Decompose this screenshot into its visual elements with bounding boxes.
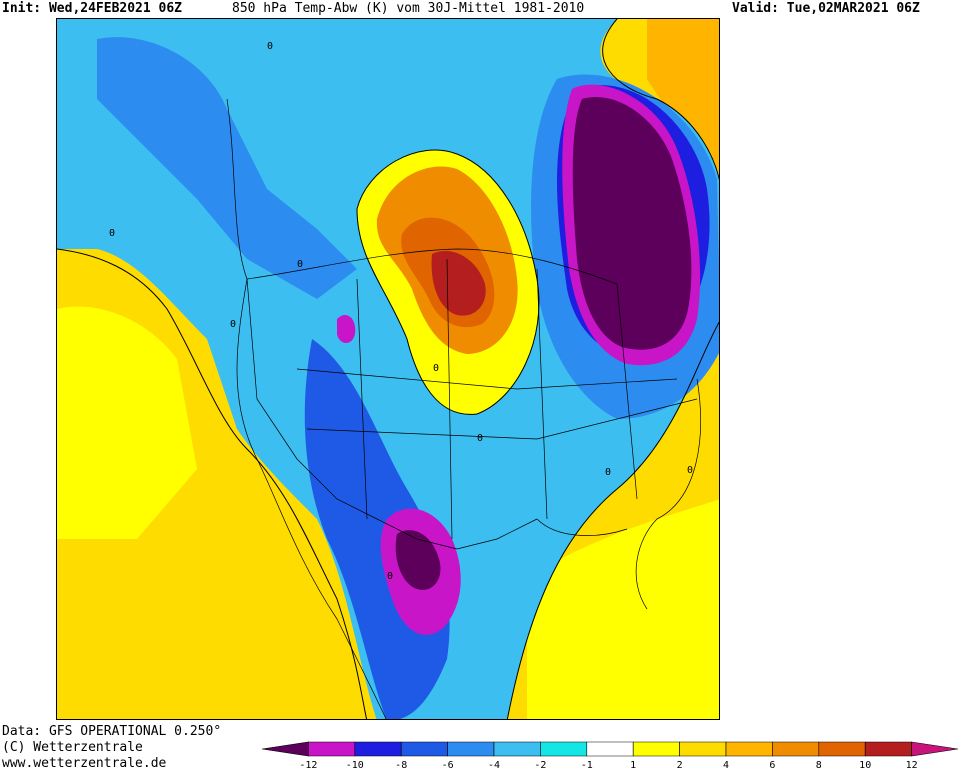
state-line-6 <box>616 283 638 500</box>
contour-label: 0 <box>687 465 693 476</box>
pacific-coast-us-mexico <box>236 278 387 719</box>
state-line-1 <box>296 368 678 390</box>
colorbar-tick-label: -6 <box>442 760 454 771</box>
colorbar-tick-label: -12 <box>299 760 317 771</box>
western-cold-band <box>97 37 357 299</box>
colorbar-tick-label: -1 <box>581 760 593 771</box>
colorbar-swatch <box>540 741 588 757</box>
zero-contour-west <box>57 248 368 719</box>
contour-label: 0 <box>477 433 483 444</box>
us-canada-border <box>246 248 618 285</box>
chart-title: 850 hPa Temp-Abw (K) vom 30J-Mittel 1981… <box>232 1 585 16</box>
state-line-3 <box>356 278 368 520</box>
zero-contour-dome <box>356 149 540 415</box>
zero-contour-north <box>602 19 719 181</box>
state-line-4 <box>446 258 453 540</box>
east-coast <box>635 378 701 610</box>
pacific-coast-canada <box>226 98 248 280</box>
atlantic-warm-zone <box>527 499 719 719</box>
colorbar-swatch <box>586 741 634 757</box>
us-southwest-outline <box>246 278 538 550</box>
colorbar-tick-label: 6 <box>769 760 775 771</box>
data-source: Data: GFS OPERATIONAL 0.250° <box>2 724 222 739</box>
colorbar-svg: -12 -10 -8 -6 -4 -2 -1 1 2 4 6 8 10 12 <box>261 741 959 771</box>
colorbar-swatch <box>818 741 866 757</box>
contour-label: 0 <box>230 319 236 330</box>
colorbar-swatches <box>261 741 959 757</box>
contour-label: 0 <box>297 259 303 270</box>
warm-dome-core <box>431 250 486 316</box>
colorbar-tick-label: -4 <box>488 760 500 771</box>
colorbar-swatch <box>493 741 541 757</box>
cold-spot-west <box>337 314 356 344</box>
colorbar-tick-label: 8 <box>816 760 822 771</box>
colorbar: -12 -10 -8 -6 -4 -2 -1 1 2 4 6 8 10 12 <box>0 736 964 778</box>
colorbar-swatch <box>354 741 402 757</box>
colorbar-tick-label: 10 <box>859 760 871 771</box>
contour-label: 0 <box>267 41 273 52</box>
contour-label: 0 <box>433 363 439 374</box>
map-canvas: 0 0 0 0 0 0 0 0 0 0 <box>57 19 719 719</box>
colorbar-swatch <box>725 741 773 757</box>
colorbar-swatch <box>911 741 959 757</box>
contour-label: 0 <box>387 571 393 582</box>
contour-label: 0 <box>109 228 115 239</box>
colorbar-tick-label: 12 <box>906 760 918 771</box>
colorbar-tick-label: 4 <box>723 760 729 771</box>
contour-label: 0 <box>605 467 611 478</box>
colorbar-tick-label: -8 <box>395 760 407 771</box>
colorbar-swatch <box>679 741 727 757</box>
cold-core-sw-inner <box>395 530 441 590</box>
colorbar-ticks: -12 -10 -8 -6 -4 -2 -1 1 2 4 6 8 10 12 <box>299 760 917 771</box>
init-time: Init: Wed,24FEB2021 06Z <box>2 1 183 16</box>
boundaries <box>226 98 701 719</box>
colorbar-swatch <box>864 741 912 757</box>
colorbar-swatch <box>447 741 495 757</box>
colorbar-tick-label: -10 <box>346 760 364 771</box>
valid-time: Valid: Tue,02MAR2021 06Z <box>732 1 920 16</box>
header: Init: Wed,24FEB2021 06Z 850 hPa Temp-Abw… <box>0 0 964 18</box>
copyright: (C) Wetterzentrale <box>2 740 143 755</box>
colorbar-swatch <box>308 741 356 757</box>
colorbar-swatch <box>772 741 820 757</box>
cold-core-ne-inner <box>572 97 692 350</box>
contour-labels: 0 0 0 0 0 0 0 0 0 0 <box>109 41 693 582</box>
colorbar-tick-label: 1 <box>630 760 636 771</box>
colorbar-swatch <box>400 741 448 757</box>
colorbar-tick-label: 2 <box>677 760 683 771</box>
anomaly-map: 0 0 0 0 0 0 0 0 0 0 <box>56 18 720 720</box>
colorbar-swatch <box>632 741 680 757</box>
colorbar-swatch <box>261 741 309 757</box>
gulf-coast <box>536 518 628 536</box>
state-line-2 <box>306 398 698 440</box>
zero-contour-east <box>506 321 719 719</box>
colorbar-tick-label: -2 <box>534 760 546 771</box>
pacific-warm-zone <box>57 306 197 539</box>
website: www.wetterzentrale.de <box>2 756 167 771</box>
state-line-5 <box>536 268 548 520</box>
